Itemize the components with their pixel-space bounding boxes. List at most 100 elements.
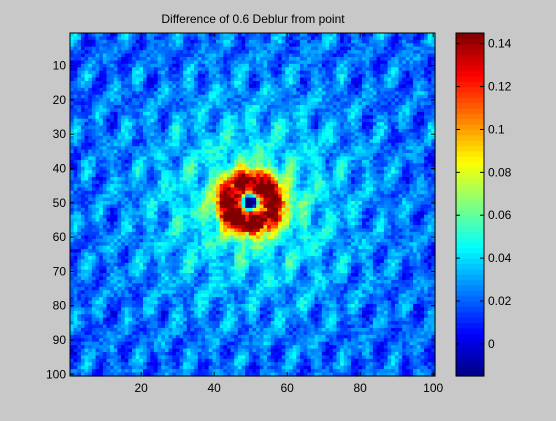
heatmap-cell — [73, 135, 78, 140]
heatmap-cell — [354, 156, 359, 161]
heatmap-cell — [424, 129, 429, 134]
heatmap-cell — [80, 77, 86, 82]
heatmap-cell — [336, 153, 341, 158]
heatmap-cell — [289, 98, 294, 103]
heatmap-cell — [431, 50, 436, 55]
heatmap-cell — [248, 70, 254, 75]
heatmap-cell — [289, 118, 294, 123]
heatmap-cell — [252, 46, 257, 51]
heatmap-cell — [299, 94, 305, 99]
heatmap-cell — [132, 84, 137, 89]
heatmap-cell — [88, 135, 93, 140]
heatmap-cell — [314, 91, 319, 96]
heatmap-cell — [314, 63, 319, 68]
heatmap-cell — [336, 166, 341, 171]
heatmap-cell — [219, 159, 224, 164]
heatmap-cell — [197, 187, 202, 192]
heatmap-cell — [124, 57, 129, 62]
heatmap-cell — [398, 77, 403, 82]
heatmap-cell — [245, 187, 250, 192]
heatmap-cell — [296, 139, 301, 144]
heatmap-cell — [369, 81, 374, 86]
heatmap-cell — [153, 139, 159, 144]
heatmap-cell — [303, 118, 308, 123]
heatmap-cell — [237, 118, 243, 123]
heatmap-cell — [88, 84, 93, 89]
heatmap-cell — [332, 46, 338, 51]
heatmap-cell — [161, 74, 166, 79]
heatmap-cell — [278, 60, 283, 65]
heatmap-cell — [95, 74, 100, 79]
heatmap-cell — [347, 125, 352, 130]
heatmap-cell — [347, 74, 352, 79]
heatmap-cell — [219, 149, 224, 154]
heatmap-cell — [77, 46, 82, 51]
heatmap-cell — [358, 153, 363, 158]
heatmap-cell — [132, 60, 137, 65]
heatmap-cell — [139, 166, 144, 171]
heatmap-cell — [267, 77, 272, 82]
heatmap-cell — [285, 63, 290, 68]
heatmap-cell — [296, 118, 301, 123]
heatmap-cell — [91, 46, 97, 51]
heatmap-cell — [369, 84, 374, 89]
heatmap-cell — [310, 142, 316, 147]
heatmap-cell — [354, 166, 359, 171]
heatmap-cell — [70, 46, 75, 51]
heatmap-cell — [398, 98, 403, 103]
heatmap-cell — [299, 122, 305, 127]
heatmap-cell — [73, 101, 78, 106]
heatmap-cell — [190, 173, 195, 178]
heatmap-cell — [427, 81, 432, 86]
heatmap-cell — [354, 146, 359, 151]
heatmap-cell — [194, 81, 199, 86]
heatmap-cell — [424, 190, 429, 195]
heatmap-cell — [372, 142, 378, 147]
heatmap-cell — [292, 122, 297, 127]
heatmap-cell — [318, 87, 323, 92]
heatmap-cell — [172, 173, 177, 178]
heatmap-cell — [150, 108, 155, 113]
heatmap-cell — [351, 194, 356, 199]
heatmap-cell — [124, 43, 129, 48]
heatmap-cell — [252, 190, 257, 195]
heatmap-cell — [95, 180, 100, 185]
heatmap-cell — [88, 177, 93, 182]
heatmap-cell — [263, 50, 268, 55]
heatmap-cell — [391, 108, 396, 113]
heatmap-cell — [263, 87, 268, 92]
heatmap-cell — [208, 201, 213, 206]
heatmap-cell — [248, 57, 254, 62]
heatmap-cell — [252, 98, 257, 103]
heatmap-cell — [102, 77, 108, 82]
heatmap-cell — [80, 132, 86, 137]
heatmap-cell — [274, 63, 279, 68]
heatmap-cell — [102, 197, 108, 202]
heatmap-cell — [157, 53, 162, 58]
heatmap-cell — [117, 98, 122, 103]
heatmap-cell — [387, 77, 392, 82]
heatmap-cell — [405, 118, 411, 123]
heatmap-cell — [281, 36, 286, 41]
heatmap-cell — [143, 111, 148, 116]
heatmap-cell — [303, 36, 308, 41]
heatmap-cell — [135, 153, 140, 158]
heatmap-cell — [146, 201, 151, 206]
heatmap-cell — [150, 163, 155, 168]
heatmap-cell — [372, 183, 378, 188]
heatmap-cell — [365, 87, 370, 92]
heatmap-cell — [110, 74, 115, 79]
heatmap-cell — [212, 101, 217, 106]
heatmap-cell — [186, 163, 192, 168]
heatmap-cell — [201, 81, 206, 86]
heatmap-cell — [226, 94, 232, 99]
heatmap-cell — [252, 187, 257, 192]
heatmap-cell — [241, 84, 246, 89]
heatmap-cell — [186, 166, 192, 171]
heatmap-cell — [281, 77, 286, 82]
heatmap-cell — [106, 201, 111, 206]
heatmap-cell — [186, 50, 192, 55]
heatmap-cell — [310, 94, 316, 99]
heatmap-cell — [329, 201, 334, 206]
heatmap-cell — [340, 105, 345, 110]
